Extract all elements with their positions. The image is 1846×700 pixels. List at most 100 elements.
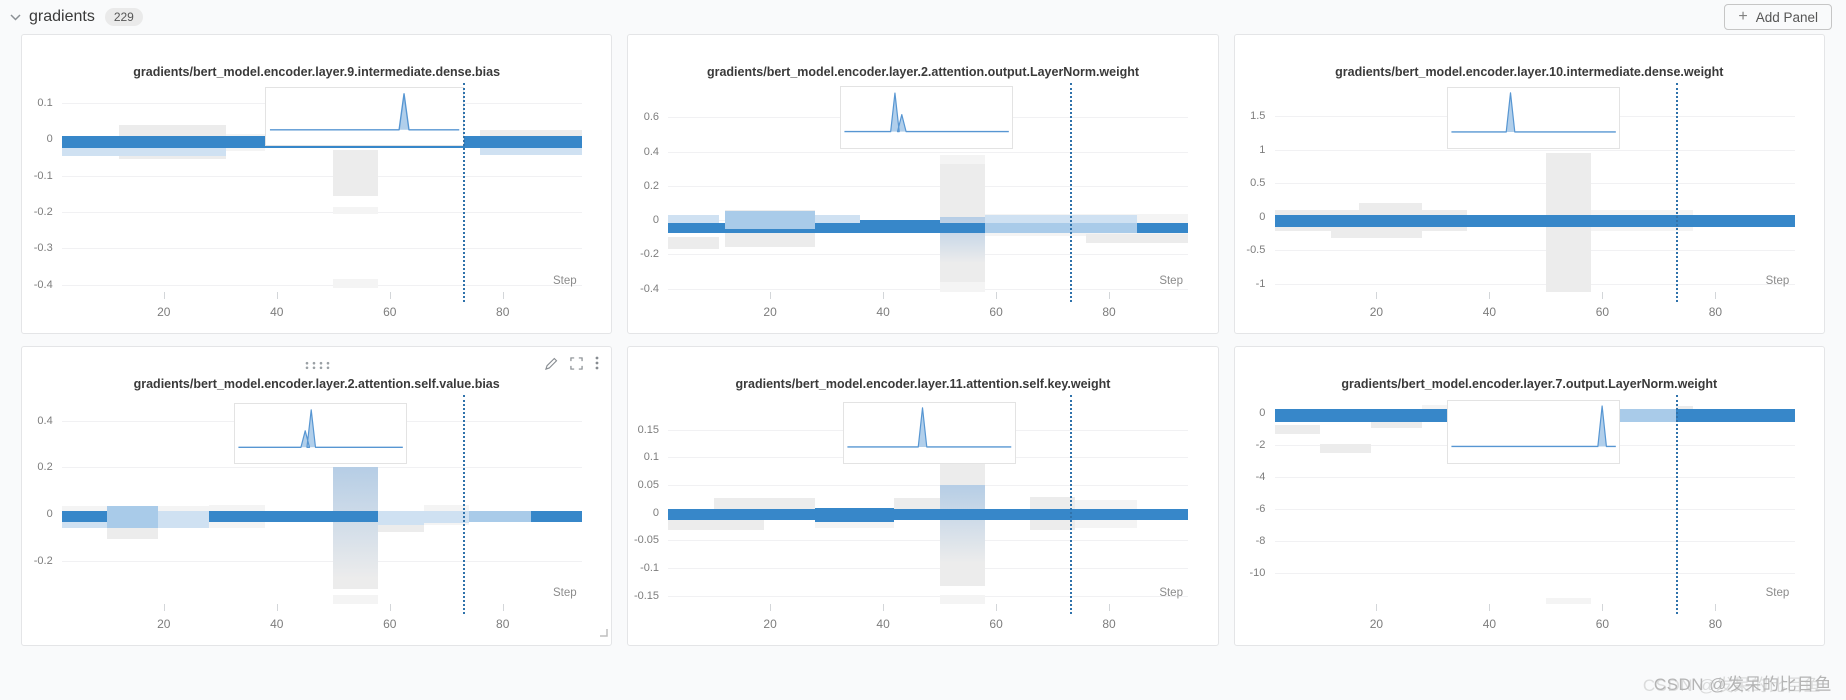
section-title[interactable]: gradients xyxy=(29,8,95,25)
y-tick-label: -0.5 xyxy=(1246,244,1266,257)
histogram-block xyxy=(668,519,765,531)
x-tick-label: 60 xyxy=(383,305,397,319)
histogram-band xyxy=(860,220,940,234)
y-gridline xyxy=(668,288,1189,290)
histogram-block xyxy=(939,485,985,563)
section-header: gradients 229 + Add Panel xyxy=(0,0,1846,34)
y-tick-label: 0 xyxy=(1259,210,1266,223)
histogram-block xyxy=(1370,422,1422,428)
y-gridline xyxy=(668,540,1189,542)
resize-handle-icon[interactable] xyxy=(599,624,609,642)
y-tick-label: 0.2 xyxy=(643,179,660,192)
plot-area: 1.5 1 0.5 0 -0.5 -1 20 40 60 80 Step xyxy=(1246,83,1795,319)
histogram-block xyxy=(1274,425,1320,435)
y-tick-label: 0.1 xyxy=(37,96,53,109)
chart-panel[interactable]: gradients/bert_model.encoder.layer.9.int… xyxy=(21,34,613,334)
step-cursor-line[interactable] xyxy=(463,395,466,614)
x-tick-mark xyxy=(276,604,278,611)
histogram-block xyxy=(62,521,108,529)
add-panel-button[interactable]: + Add Panel xyxy=(1724,4,1832,30)
y-tick-label: 0 xyxy=(652,214,660,227)
step-cursor-line[interactable] xyxy=(1069,395,1072,614)
x-tick-mark xyxy=(389,604,391,611)
y-tick-label: -0.2 xyxy=(33,554,53,567)
x-tick-mark xyxy=(1109,292,1111,299)
chart-panel[interactable]: gradients/bert_model.encoder.layer.7.out… xyxy=(1233,346,1825,646)
x-tick-label: 60 xyxy=(383,617,397,631)
step-cursor-line[interactable] xyxy=(1069,83,1072,302)
x-tick-mark xyxy=(1715,604,1717,611)
histogram-inset-popup xyxy=(234,402,408,465)
pencil-icon[interactable] xyxy=(545,357,558,370)
chart-title: gradients/bert_model.encoder.layer.11.at… xyxy=(735,377,1111,391)
x-axis-label: Step xyxy=(1765,587,1790,599)
histogram-block xyxy=(378,524,424,533)
y-tick-label: -0.2 xyxy=(33,206,53,219)
x-tick-mark xyxy=(1109,604,1111,611)
histogram-block xyxy=(939,594,985,604)
x-tick-mark xyxy=(770,292,772,299)
x-tick-label: 40 xyxy=(1482,617,1497,631)
x-tick-label: 40 xyxy=(270,305,284,319)
chart-title: gradients/bert_model.encoder.layer.7.out… xyxy=(1341,377,1718,391)
histogram-band xyxy=(62,511,582,522)
x-tick-mark xyxy=(502,604,504,611)
histogram-block xyxy=(815,519,895,528)
x-axis-label: Step xyxy=(1159,275,1183,287)
y-tick-label: -8 xyxy=(1255,535,1266,548)
kebab-menu-icon[interactable] xyxy=(595,356,599,370)
panel-count-badge: 229 xyxy=(104,8,143,26)
y-tick-label: 0.5 xyxy=(1250,177,1266,190)
chart-panel[interactable]: gradients/bert_model.encoder.layer.2.att… xyxy=(21,346,613,646)
y-gridline xyxy=(668,254,1189,256)
x-tick-mark xyxy=(883,292,885,299)
plot-area: 0.4 0.2 0 -0.2 20 40 60 80 Step xyxy=(34,395,582,631)
step-cursor-line[interactable] xyxy=(1675,83,1678,302)
y-gridline xyxy=(1274,541,1795,543)
histogram-inset-popup xyxy=(839,85,1014,150)
histogram-inset-popup xyxy=(264,86,464,147)
expand-icon[interactable] xyxy=(570,356,584,370)
x-tick-label: 20 xyxy=(763,617,777,631)
y-tick-label: 0.4 xyxy=(643,145,660,158)
step-cursor-line[interactable] xyxy=(1675,395,1678,614)
chart-panel[interactable]: gradients/bert_model.encoder.layer.10.in… xyxy=(1233,34,1825,334)
y-gridline xyxy=(1274,476,1795,478)
y-tick-label: 0 xyxy=(1259,406,1266,419)
y-tick-label: 1 xyxy=(1259,143,1266,156)
y-gridline xyxy=(668,485,1189,487)
histogram-block xyxy=(480,148,582,155)
y-tick-label: 0.2 xyxy=(37,461,53,474)
step-cursor-line[interactable] xyxy=(463,83,466,302)
x-tick-mark xyxy=(1376,604,1378,611)
y-gridline xyxy=(1274,509,1795,511)
y-tick-label: -0.4 xyxy=(33,278,53,291)
x-tick-label: 80 xyxy=(1102,617,1116,631)
y-gridline xyxy=(668,595,1189,597)
chart-panel[interactable]: gradients/bert_model.encoder.layer.2.att… xyxy=(627,34,1219,334)
histogram-block xyxy=(423,511,469,524)
x-tick-mark xyxy=(1489,604,1491,611)
y-gridline xyxy=(62,467,582,469)
x-tick-label: 60 xyxy=(1595,305,1610,319)
histogram-band xyxy=(668,509,1189,520)
drag-handle-icon[interactable] xyxy=(304,357,330,375)
y-gridline xyxy=(668,151,1189,153)
y-gridline xyxy=(1274,250,1795,252)
histogram-inset-popup xyxy=(842,401,1016,465)
x-tick-label: 80 xyxy=(496,305,510,319)
histogram-spike-line xyxy=(238,409,403,448)
histogram-spike-line xyxy=(844,92,1009,132)
histogram-block xyxy=(724,211,816,229)
histogram-block xyxy=(984,214,1138,224)
chart-panel[interactable]: gradients/bert_model.encoder.layer.11.at… xyxy=(627,346,1219,646)
chevron-down-icon[interactable] xyxy=(10,13,21,21)
x-tick-label: 20 xyxy=(763,305,777,319)
panel-hover-toolbar xyxy=(545,356,599,370)
panel-grid: gradients/bert_model.encoder.layer.9.int… xyxy=(21,34,1825,646)
x-tick-label: 20 xyxy=(157,305,171,319)
y-tick-label: 0.6 xyxy=(643,111,660,124)
y-tick-label: -0.1 xyxy=(640,562,660,575)
y-gridline xyxy=(1274,149,1795,151)
x-tick-label: 80 xyxy=(1102,305,1116,319)
